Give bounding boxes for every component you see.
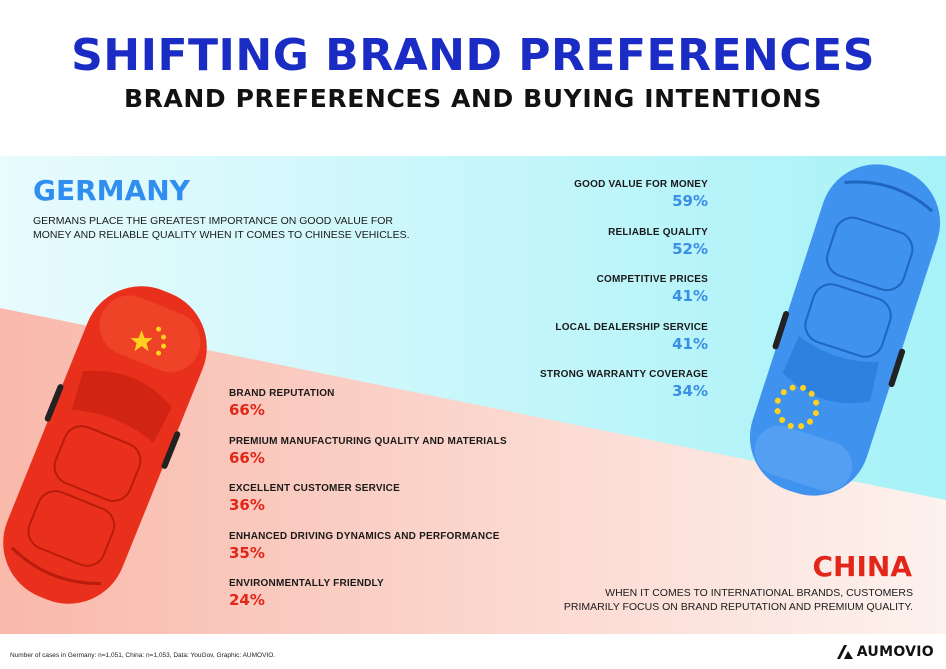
eu-flag-car bbox=[749, 164, 941, 496]
logo-text: AUMOVIO bbox=[856, 644, 934, 660]
stat-label: ENHANCED DRIVING DYNAMICS AND PERFORMANC… bbox=[229, 530, 500, 542]
germany-stat-item: LOCAL DEALERSHIP SERVICE 41% bbox=[388, 321, 708, 369]
germany-stat-item: RELIABLE QUALITY 52% bbox=[388, 226, 708, 274]
stat-value: 66% bbox=[229, 448, 265, 467]
china-stat-item: PREMIUM MANUFACTURING QUALITY AND MATERI… bbox=[229, 435, 559, 483]
stat-label: PREMIUM MANUFACTURING QUALITY AND MATERI… bbox=[229, 435, 507, 447]
eu-stars bbox=[774, 384, 820, 430]
stat-label: COMPETITIVE PRICES bbox=[596, 274, 708, 285]
china-stat-item: BRAND REPUTATION 66% bbox=[229, 387, 559, 435]
stat-value: 35% bbox=[229, 543, 265, 562]
stat-value: 36% bbox=[229, 496, 265, 514]
germany-title: GERMANY bbox=[33, 174, 190, 207]
stat-label: BRAND REPUTATION bbox=[229, 388, 335, 399]
germany-stat-item: STRONG WARRANTY COVERAGE 34% bbox=[388, 368, 708, 416]
china-description: WHEN IT COMES TO INTERNATIONAL BRANDS, C… bbox=[563, 587, 913, 613]
china-stat-item: EXCELLENT CUSTOMER SERVICE 36% bbox=[229, 482, 559, 530]
chinese-flag-car bbox=[3, 286, 207, 604]
stat-value: 66% bbox=[229, 401, 265, 419]
flag-star-large bbox=[130, 330, 153, 352]
china-title: CHINA bbox=[812, 550, 912, 583]
stat-value: 59% bbox=[672, 192, 708, 210]
china-stat-item: ENHANCED DRIVING DYNAMICS AND PERFORMANC… bbox=[229, 530, 559, 578]
germany-stat-item: GOOD VALUE FOR MONEY 59% bbox=[388, 178, 708, 226]
stat-label: STRONG WARRANTY COVERAGE bbox=[540, 369, 708, 380]
stat-label: ENVIRONMENTALLY FRIENDLY bbox=[229, 578, 384, 589]
aumovio-logo: AUMOVIO bbox=[836, 644, 934, 660]
stat-value: 41% bbox=[672, 287, 708, 305]
china-stats-list: BRAND REPUTATION 66% PREMIUM MANUFACTURI… bbox=[229, 387, 559, 625]
stat-value: 24% bbox=[229, 591, 265, 609]
stat-value: 52% bbox=[672, 239, 708, 258]
footnote: Number of cases in Germany: n=1,051, Chi… bbox=[10, 652, 276, 659]
pink-panel bbox=[0, 308, 946, 634]
china-stat-item: ENVIRONMENTALLY FRIENDLY 24% bbox=[229, 577, 559, 625]
stat-label: EXCELLENT CUSTOMER SERVICE bbox=[229, 483, 400, 494]
germany-description: GERMANS PLACE THE GREATEST IMPORTANCE ON… bbox=[33, 215, 410, 241]
stat-value: 41% bbox=[672, 334, 708, 353]
aumovio-logo-icon bbox=[836, 645, 853, 659]
page-subtitle: BRAND PREFERENCES AND BUYING INTENTIONS bbox=[123, 84, 823, 113]
stat-label: GOOD VALUE FOR MONEY bbox=[574, 179, 708, 190]
stat-label: LOCAL DEALERSHIP SERVICE bbox=[555, 321, 708, 333]
page-title: SHIFTING BRAND PREFERENCES bbox=[71, 30, 875, 81]
stat-label: RELIABLE QUALITY bbox=[608, 226, 708, 238]
stat-value: 34% bbox=[672, 382, 708, 400]
germany-stat-item: COMPETITIVE PRICES 41% bbox=[388, 273, 708, 321]
germany-stats-list: GOOD VALUE FOR MONEY 59% RELIABLE QUALIT… bbox=[388, 178, 708, 416]
